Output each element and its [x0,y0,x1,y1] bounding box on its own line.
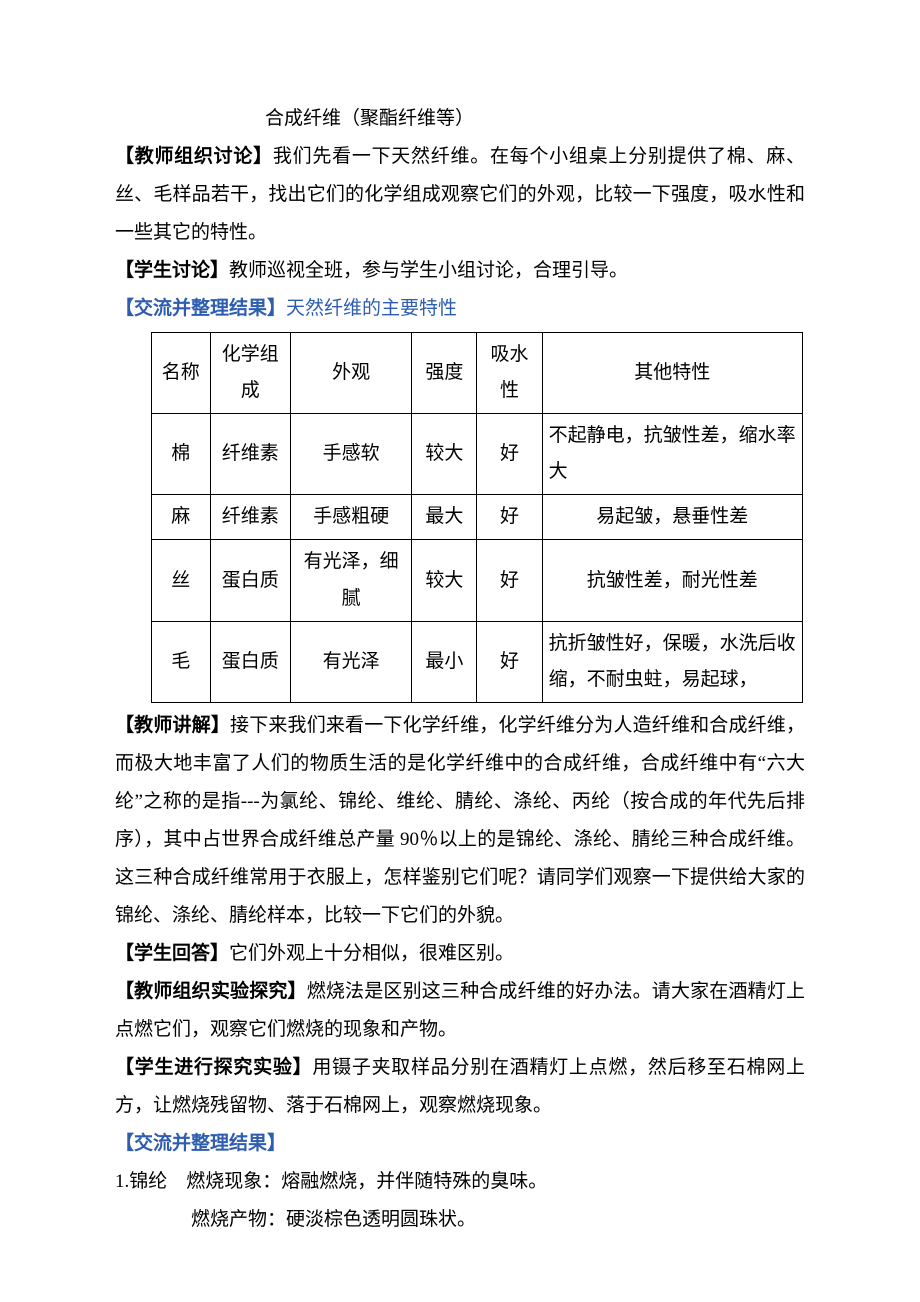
text-student-discuss: 教师巡视全班，参与学生小组讨论，合理引导。 [229,260,628,281]
td-name: 麻 [152,495,211,540]
para-student-answer: 【学生回答】它们外观上十分相似，很难区别。 [115,935,805,973]
td-name: 棉 [152,414,211,495]
td-strength: 最大 [412,495,477,540]
item-1-line-2: 燃烧产物：硬淡棕色透明圆珠状。 [115,1201,805,1239]
label-student-exp: 【学生进行探究实验】 [115,1057,312,1078]
label-student-discuss: 【学生讨论】 [115,260,229,281]
td-strength: 较大 [412,540,477,621]
td-other: 易起皱，悬垂性差 [542,495,802,540]
td-comp: 纤维素 [210,414,290,495]
td-appearance: 手感软 [290,414,412,495]
item-1-phen-text: 熔融燃烧，并伴随特殊的臭味。 [281,1171,547,1192]
td-absorb: 好 [477,414,542,495]
item-1-prod-label: 燃烧产物： [191,1209,286,1230]
item-1-num: 1.锦纶 [115,1171,167,1192]
para-student-exp: 【学生进行探究实验】用镊子夹取样品分别在酒精灯上点燃，然后移至石棉网上方，让燃烧… [115,1049,805,1125]
th-name: 名称 [152,333,211,414]
label-result-2: 【交流并整理结果】 [115,1133,286,1154]
text-teacher-explain: 接下来我们来看一下化学纤维，化学纤维分为人造纤维和合成纤维，而极大地丰富了人们的… [115,715,805,926]
td-name: 丝 [152,540,211,621]
para-result-2: 【交流并整理结果】 [115,1125,805,1163]
label-result-1: 【交流并整理结果】 [115,298,286,319]
para-result-1: 【交流并整理结果】天然纤维的主要特性 [115,290,805,328]
item-1-prod-text: 硬淡棕色透明圆珠状。 [286,1209,476,1230]
label-student-answer: 【学生回答】 [115,943,229,964]
td-other: 抗皱性差，耐光性差 [542,540,802,621]
table-row: 毛 蛋白质 有光泽 最小 好 抗折皱性好，保暖，水洗后收缩，不耐虫蛀，易起球， [152,621,803,702]
td-absorb: 好 [477,540,542,621]
label-teacher-explain: 【教师讲解】 [115,715,230,736]
td-comp: 蛋白质 [210,540,290,621]
para-teacher-explain: 【教师讲解】接下来我们来看一下化学纤维，化学纤维分为人造纤维和合成纤维，而极大地… [115,707,805,935]
head-line: 合成纤维（聚酯纤维等） [115,100,805,138]
th-absorb: 吸水性 [477,333,542,414]
item-1-line-1: 1.锦纶 燃烧现象：熔融燃烧，并伴随特殊的臭味。 [115,1163,805,1201]
td-absorb: 好 [477,495,542,540]
table-header-row: 名称 化学组成 外观 强度 吸水性 其他特性 [152,333,803,414]
table-row: 棉 纤维素 手感软 较大 好 不起静电，抗皱性差，缩水率大 [152,414,803,495]
label-teacher-discuss: 【教师组织讨论】 [115,146,273,167]
td-name: 毛 [152,621,211,702]
td-appearance: 手感粗硬 [290,495,412,540]
document-page: 合成纤维（聚酯纤维等） 【教师组织讨论】我们先看一下天然纤维。在每个小组桌上分别… [0,0,920,1302]
td-absorb: 好 [477,621,542,702]
fiber-table: 名称 化学组成 外观 强度 吸水性 其他特性 棉 纤维素 手感软 较大 好 不起… [151,332,803,703]
table-row: 丝 蛋白质 有光泽，细腻 较大 好 抗皱性差，耐光性差 [152,540,803,621]
td-appearance: 有光泽，细腻 [290,540,412,621]
para-teacher-discuss: 【教师组织讨论】我们先看一下天然纤维。在每个小组桌上分别提供了棉、麻、丝、毛样品… [115,138,805,252]
td-strength: 最小 [412,621,477,702]
td-appearance: 有光泽 [290,621,412,702]
text-student-answer: 它们外观上十分相似，很难区别。 [229,943,514,964]
td-other: 抗折皱性好，保暖，水洗后收缩，不耐虫蛀，易起球， [542,621,802,702]
th-other: 其他特性 [542,333,802,414]
head-line-text: 合成纤维（聚酯纤维等） [265,108,474,129]
td-comp: 纤维素 [210,495,290,540]
text-result-1: 天然纤维的主要特性 [286,298,457,319]
th-comp: 化学组成 [210,333,290,414]
para-teacher-exp: 【教师组织实验探究】燃烧法是区别这三种合成纤维的好办法。请大家在酒精灯上点燃它们… [115,973,805,1049]
label-teacher-exp: 【教师组织实验探究】 [115,981,307,1002]
para-student-discuss: 【学生讨论】教师巡视全班，参与学生小组讨论，合理引导。 [115,252,805,290]
td-other: 不起静电，抗皱性差，缩水率大 [542,414,802,495]
td-comp: 蛋白质 [210,621,290,702]
table-row: 麻 纤维素 手感粗硬 最大 好 易起皱，悬垂性差 [152,495,803,540]
item-1-phen-label: 燃烧现象： [186,1171,281,1192]
th-strength: 强度 [412,333,477,414]
td-strength: 较大 [412,414,477,495]
th-appearance: 外观 [290,333,412,414]
